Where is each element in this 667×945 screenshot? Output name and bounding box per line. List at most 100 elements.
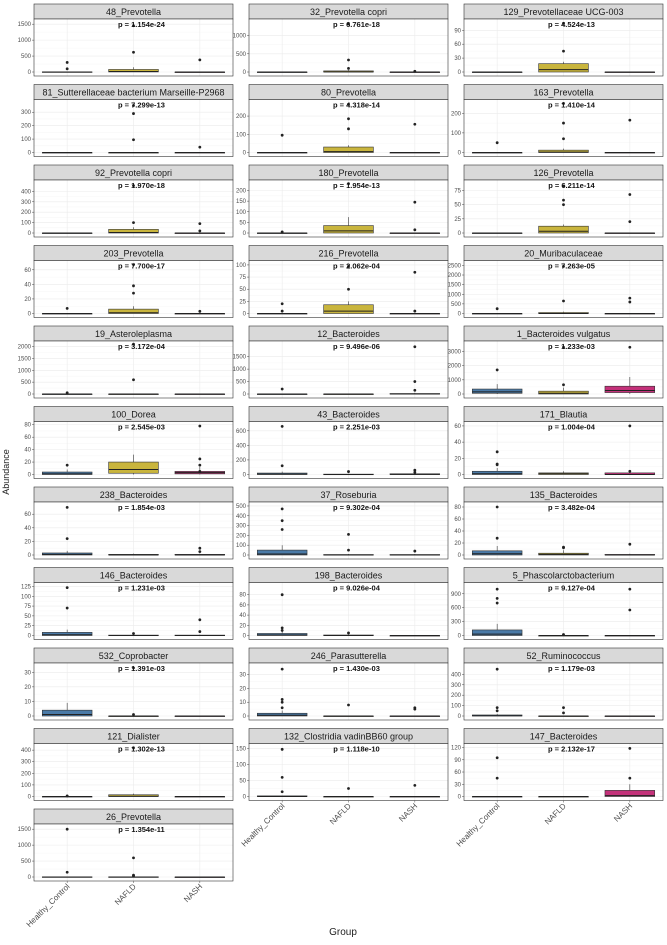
facet-panel: 20_Muribaculaceae 0 500 1000 1500 2000 2500 p =… [448, 245, 664, 318]
p-value-label: p = 3.172e-04 [118, 342, 166, 351]
box-iqr [471, 629, 523, 636]
facet-title: 126_Prevotella [533, 168, 593, 178]
x-tick-label: Healthy_Control [455, 801, 502, 848]
box-healthy-control [256, 133, 308, 154]
box-nafld [323, 470, 374, 476]
y-tick-label: 20 [239, 623, 246, 629]
outlier-point [347, 127, 350, 131]
facet-title: 20_Muribaculaceae [524, 249, 603, 259]
outlier-point [495, 597, 499, 600]
outlier-point [280, 519, 284, 523]
y-tick-label: 100 [236, 132, 247, 138]
box-iqr [323, 225, 374, 234]
box-nafld [323, 631, 374, 636]
outlier-point [132, 50, 135, 54]
y-tick-label: 1000 [18, 368, 32, 374]
outlier-point [413, 388, 417, 392]
outlier-point [347, 631, 350, 635]
box-nafld [323, 102, 374, 153]
outlier-point [628, 469, 632, 473]
y-tick-label: 300 [451, 620, 462, 626]
outlier-point [495, 307, 499, 311]
y-tick-label: 500 [236, 52, 247, 58]
facet-title: 12_Bacteroides [317, 329, 380, 339]
box-nash [604, 587, 656, 637]
outlier-point [280, 706, 284, 710]
y-tick-label: 40 [239, 613, 246, 619]
outlier-point [495, 667, 499, 671]
y-tick-label: 200 [21, 210, 32, 216]
box-iqr [323, 146, 374, 153]
box-nash [389, 468, 441, 475]
y-tick-label: 0 [458, 70, 462, 76]
outlier-point [628, 345, 632, 349]
facet-title: 146_Bacteroides [100, 571, 168, 581]
outlier-point [495, 706, 499, 710]
facet-panel: 1_Bacteroides vulgatus 0 1000 2000 3000 p = 1… [448, 325, 664, 399]
box-nafld [538, 545, 589, 556]
y-tick-label: 900 [451, 592, 462, 598]
facet-panel: 216_Prevotella 0 25 50 75 100 p = 2.062e-04 [236, 245, 449, 318]
box-nash [389, 200, 441, 234]
p-value-label: p = 1.004e-04 [548, 423, 596, 432]
y-tick-label: 0 [458, 151, 462, 157]
panel-border [248, 421, 449, 479]
box-nafld [108, 104, 159, 154]
outlier-point [562, 137, 565, 141]
y-tick-label: 300 [451, 683, 462, 689]
outlier-point [628, 608, 632, 612]
y-tick-label: 2000 [448, 364, 462, 370]
p-value-label: p = 1.970e-18 [118, 181, 165, 190]
box-nafld [323, 703, 374, 717]
y-tick-label: 150 [236, 747, 247, 753]
y-tick-label: 400 [21, 748, 32, 754]
outlier-point [198, 457, 202, 461]
p-value-label: p = 4.524e-13 [548, 20, 595, 29]
p-value-label: p = 7.700e-17 [118, 262, 165, 271]
y-tick-label: 400 [236, 443, 247, 449]
x-tick-label: Healthy_Control [240, 801, 287, 848]
x-tick-label: Healthy_Control [25, 882, 72, 929]
facet-panel: 198_Bacteroides 0 20 40 60 80 p = 9.026e-04 [239, 567, 449, 640]
box-iqr [471, 470, 523, 475]
y-tick-label: 0 [28, 70, 32, 76]
outlier-point [347, 117, 350, 121]
y-tick-label: 0 [458, 553, 462, 559]
y-tick-label: 20 [454, 541, 461, 547]
box-healthy-control [471, 756, 523, 798]
outlier-point [347, 66, 350, 70]
panel-border [463, 421, 664, 479]
outlier-point [280, 790, 284, 794]
y-tick-label: 600 [236, 429, 247, 435]
outlier-point [628, 118, 632, 122]
outlier-point [280, 302, 284, 306]
y-tick-label: 40 [24, 448, 31, 454]
y-tick-label: 0 [243, 795, 247, 801]
box-healthy-control [471, 141, 523, 154]
y-tick-label: 200 [236, 533, 247, 539]
box-healthy-control [41, 152, 93, 154]
p-value-label: p = 3.482e-04 [548, 503, 596, 512]
box-nafld [323, 533, 374, 556]
facet-panel: 135_Bacteroides 0 20 40 60 80 p = 3.482e-04 [454, 486, 664, 560]
panel-border [33, 340, 234, 399]
y-tick-label: 0 [458, 795, 462, 801]
box-healthy-control [256, 747, 308, 797]
box-nafld [323, 22, 374, 73]
box-healthy-control [471, 450, 523, 475]
y-tick-label: 40 [454, 440, 461, 446]
outlier-point [198, 463, 202, 467]
outlier-point [132, 138, 135, 142]
box-nafld [323, 393, 374, 395]
box-iqr [604, 385, 656, 393]
y-tick-label: 200 [236, 189, 247, 195]
box-healthy-control [256, 593, 308, 636]
panel-border [248, 582, 449, 640]
box-nash [174, 546, 226, 556]
y-tick-label: 150 [236, 199, 247, 205]
p-value-label: p = 1.354e-11 [118, 825, 165, 834]
outlier-point [132, 873, 135, 877]
facet-panel: 48_Prevotella 0 500 1000 1500 p = 1.154e-24 [18, 3, 234, 77]
p-value-label: p = 9.026e-04 [333, 584, 381, 593]
outlier-point [413, 345, 417, 349]
